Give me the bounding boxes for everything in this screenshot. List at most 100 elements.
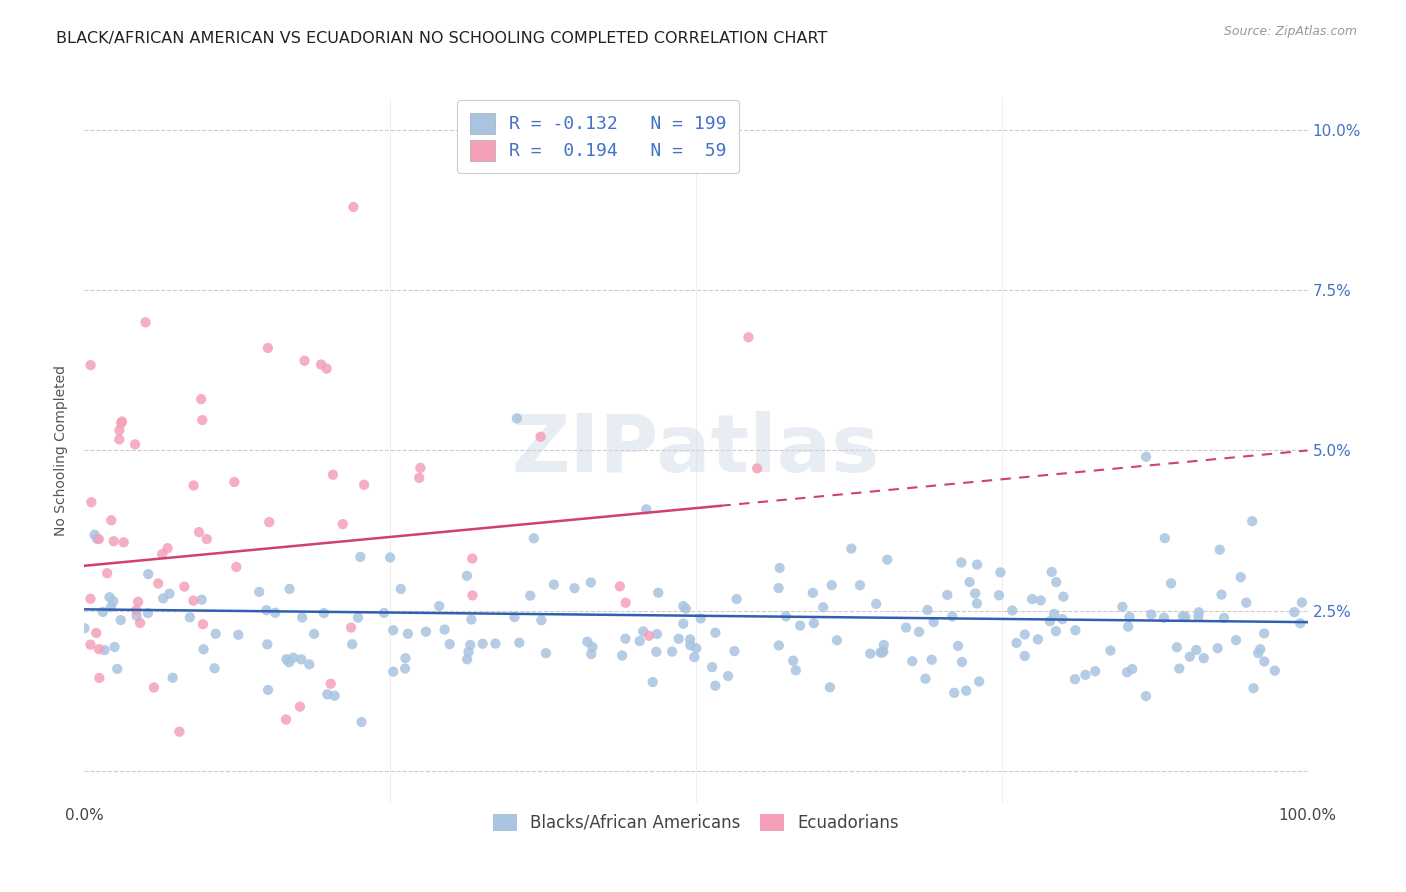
Point — [108, 433, 131, 447]
Point — [1052, 590, 1074, 604]
Point — [914, 672, 936, 686]
Point — [84, 626, 107, 640]
Point — [204, 661, 226, 675]
Point — [519, 589, 541, 603]
Point — [1153, 611, 1175, 625]
Point — [79, 591, 101, 606]
Point — [340, 621, 363, 635]
Point — [103, 594, 125, 608]
Point — [136, 567, 159, 582]
Point — [803, 616, 825, 631]
Point — [631, 624, 654, 639]
Point — [1045, 624, 1067, 639]
Point — [668, 632, 690, 646]
Point — [111, 415, 134, 429]
Point — [1192, 651, 1215, 665]
Point — [1043, 607, 1066, 621]
Point — [460, 612, 482, 626]
Point — [278, 582, 301, 596]
Point — [725, 592, 748, 607]
Point — [638, 629, 661, 643]
Point — [204, 627, 226, 641]
Point — [1153, 531, 1175, 545]
Point — [1040, 565, 1063, 579]
Point — [322, 467, 344, 482]
Point — [1005, 636, 1028, 650]
Point — [700, 660, 723, 674]
Point — [941, 609, 963, 624]
Point — [636, 502, 658, 516]
Point — [508, 636, 530, 650]
Point — [1064, 624, 1087, 638]
Point — [125, 603, 148, 617]
Point — [136, 606, 159, 620]
Point — [1185, 643, 1208, 657]
Point — [859, 647, 882, 661]
Text: ZIPatlas: ZIPatlas — [512, 411, 880, 490]
Point — [87, 532, 110, 546]
Point — [917, 603, 939, 617]
Point — [288, 699, 311, 714]
Point — [247, 585, 270, 599]
Point — [1174, 610, 1197, 624]
Point — [79, 358, 101, 372]
Point — [737, 330, 759, 344]
Point — [865, 597, 887, 611]
Point — [456, 569, 478, 583]
Point — [124, 437, 146, 451]
Point — [1026, 632, 1049, 647]
Point — [645, 627, 668, 641]
Point — [408, 471, 430, 485]
Point — [309, 358, 332, 372]
Point — [1166, 640, 1188, 655]
Point — [1118, 610, 1140, 624]
Point — [86, 532, 108, 546]
Point — [135, 315, 157, 329]
Point — [148, 576, 170, 591]
Point — [458, 638, 481, 652]
Point — [647, 585, 669, 599]
Point — [98, 590, 121, 604]
Point — [427, 599, 450, 613]
Point — [373, 606, 395, 620]
Point — [873, 638, 896, 652]
Point — [350, 714, 373, 729]
Point — [950, 655, 973, 669]
Point — [340, 637, 363, 651]
Point — [125, 608, 148, 623]
Point — [291, 610, 314, 624]
Point — [461, 588, 484, 602]
Point — [150, 547, 173, 561]
Point — [319, 676, 342, 690]
Point — [323, 689, 346, 703]
Point — [1229, 570, 1251, 584]
Point — [1243, 681, 1265, 696]
Point — [191, 617, 214, 632]
Point — [839, 541, 862, 556]
Point — [966, 597, 988, 611]
Point — [1225, 633, 1247, 648]
Point — [1291, 595, 1313, 609]
Point — [946, 639, 969, 653]
Point — [768, 639, 790, 653]
Point — [704, 625, 727, 640]
Point — [679, 638, 702, 652]
Point — [672, 599, 695, 613]
Point — [959, 575, 981, 590]
Point — [112, 535, 135, 549]
Point — [811, 600, 834, 615]
Point — [152, 591, 174, 606]
Point — [302, 627, 325, 641]
Point — [1001, 603, 1024, 617]
Point — [156, 541, 179, 556]
Point — [921, 653, 943, 667]
Point — [342, 200, 364, 214]
Point — [283, 650, 305, 665]
Point — [254, 603, 277, 617]
Point — [298, 657, 321, 672]
Point — [225, 560, 247, 574]
Point — [1111, 599, 1133, 614]
Point — [294, 353, 316, 368]
Point — [1021, 592, 1043, 607]
Point — [108, 423, 131, 437]
